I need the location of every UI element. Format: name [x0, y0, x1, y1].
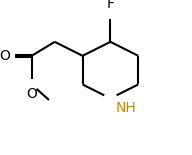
Text: NH: NH — [115, 101, 136, 115]
Text: F: F — [106, 0, 114, 11]
Text: O: O — [26, 87, 37, 101]
Text: O: O — [0, 49, 10, 63]
